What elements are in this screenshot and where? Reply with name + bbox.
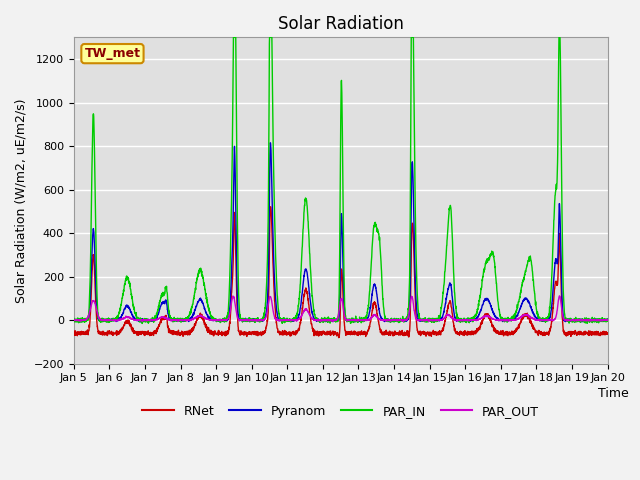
RNet (70, 331, 77, 336)
RNet (163, 314, 170, 320)
PAR_IN (298, 249, 306, 254)
RNet (267, 204, 275, 210)
Pyranom (70, 316, 77, 322)
Y-axis label: Solar Radiation (W/m2, uE/m2/s): Solar Radiation (W/m2, uE/m2/s) (15, 98, 28, 303)
Line: PAR_OUT: PAR_OUT (74, 296, 607, 321)
PAR_IN (163, 283, 170, 289)
RNet (131, 328, 138, 334)
PAR_IN (70, 315, 77, 321)
PAR_IN (138, 321, 146, 326)
Pyranom (163, 299, 170, 305)
PAR_OUT (275, 318, 282, 324)
PAR_OUT (298, 312, 305, 318)
RNet (275, 330, 282, 336)
PAR_OUT (131, 317, 138, 323)
Line: PAR_IN: PAR_IN (74, 37, 607, 324)
X-axis label: Time: Time (598, 386, 628, 399)
RNet (335, 335, 342, 340)
Pyranom (578, 319, 586, 325)
Pyranom (266, 140, 274, 146)
Line: Pyranom: Pyranom (74, 143, 607, 322)
PAR_IN (230, 35, 237, 40)
RNet (593, 331, 601, 336)
RNet (298, 311, 306, 316)
Legend: RNet, Pyranom, PAR_IN, PAR_OUT: RNet, Pyranom, PAR_IN, PAR_OUT (138, 400, 544, 423)
PAR_IN (131, 310, 138, 315)
Pyranom (536, 318, 543, 324)
Pyranom (275, 316, 282, 322)
PAR_OUT (593, 317, 601, 323)
PAR_OUT (556, 293, 563, 299)
PAR_IN (275, 311, 283, 316)
Text: TW_met: TW_met (84, 47, 140, 60)
Pyranom (593, 318, 601, 324)
Line: RNet: RNet (74, 207, 607, 337)
Title: Solar Radiation: Solar Radiation (278, 15, 404, 33)
PAR_OUT (70, 318, 77, 324)
PAR_IN (536, 317, 544, 323)
RNet (604, 330, 611, 336)
PAR_IN (593, 317, 601, 323)
Pyranom (131, 316, 138, 322)
PAR_IN (604, 317, 611, 323)
Pyranom (604, 316, 611, 322)
PAR_OUT (330, 318, 337, 324)
Pyranom (298, 293, 306, 299)
PAR_OUT (536, 317, 543, 323)
RNet (536, 330, 544, 336)
PAR_OUT (604, 317, 611, 323)
PAR_OUT (163, 315, 170, 321)
